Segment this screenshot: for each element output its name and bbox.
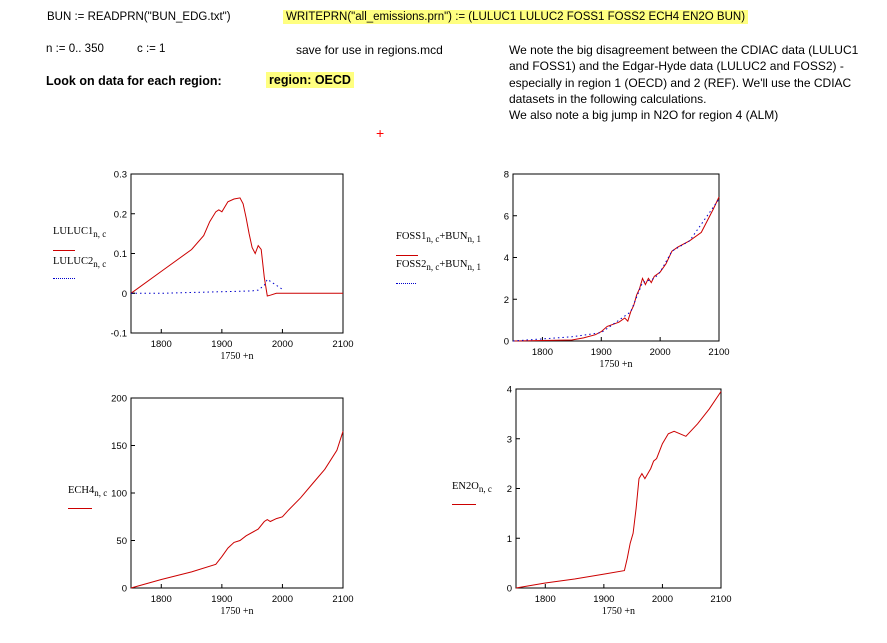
x-tick-label: 2000 [272,339,293,350]
legend-swatch-ech4 [68,508,92,509]
y-tick-label: 6 [504,211,509,222]
legend-series-index: n, c [426,262,440,273]
legend-series-index: n, c [93,229,107,240]
legend-swatch-luluc1 [53,250,75,251]
legend-swatch-foss1 [396,255,418,256]
plot-frame [515,388,722,589]
x-tick-label: 1900 [593,594,614,605]
analysis-note: We note the big disagreement between the… [509,42,885,123]
legend-series-name: LULUC2 [53,256,94,267]
x-tick-label: 2000 [650,347,671,358]
y-tick-label: 2 [507,484,512,495]
note-line: especially in region 1 (OECD) and 2 (REF… [509,75,852,90]
y-tick-label: 0.2 [114,209,127,220]
region-label[interactable]: region: OECD [266,72,354,88]
legend-series-index: n, c [93,259,107,270]
y-tick-label: 3 [507,434,512,445]
legend-series-index: n, c [478,484,492,495]
series-line-foss1 [512,196,720,342]
x-tick-label: 1800 [535,594,556,605]
y-tick-label: 200 [111,394,127,405]
x-axis-label: 1750 +n [599,359,632,370]
save-note: save for use in regions.mcd [296,43,443,57]
legend-series-index: n, c [426,234,440,245]
x-tick-label: 2100 [710,594,731,605]
legend-en2o: EN2On, c [452,481,492,494]
legend-series-index: n, 1 [467,234,481,245]
legend-swatch-foss2 [396,283,416,284]
y-tick-label: 0 [504,337,509,348]
read-statement[interactable]: BUN := READPRN("BUN_EDG.txt") [47,11,231,23]
legend-swatch-luluc2 [53,278,75,279]
series-line-ech4 [130,431,344,589]
x-tick-label: 2000 [272,594,293,605]
y-tick-label: 150 [111,441,127,452]
y-tick-label: 100 [111,489,127,500]
series-line-luluc1 [130,197,343,297]
y-tick-label: 0.3 [114,170,127,181]
y-tick-label: -0.1 [111,329,127,340]
x-tick-label: 1800 [151,594,172,605]
legend-luluc2: LULUC2n, c [53,256,106,269]
y-tick-label: 0.1 [114,249,127,260]
x-tick-label: 2000 [652,594,673,605]
series-line-luluc2 [131,278,283,294]
y-tick-label: 4 [507,385,512,396]
legend-series-name: FOSS1 [396,231,427,242]
x-axis-label: 1750 +n [220,606,253,617]
x-axis-label: 1750 +n [602,606,635,617]
x-tick-label: 2100 [332,339,353,350]
x-tick-label: 2100 [332,594,353,605]
legend-series-name: EN2O [452,481,479,492]
note-line: We note the big disagreement between the… [509,43,859,57]
legend-series-name: +BUN [439,259,468,270]
x-axis-label: 1750 +n [220,351,253,362]
write-statement[interactable]: WRITEPRN("all_emissions.prn") := (LULUC1… [283,10,749,24]
legend-series-index: n, 1 [467,262,481,273]
legend-luluc1: LULUC1n, c [53,226,106,239]
y-tick-label: 0 [122,584,127,595]
range-n-statement[interactable]: n := 0.. 350 [46,43,104,55]
y-tick-label: 8 [504,170,509,181]
x-tick-label: 1900 [211,339,232,350]
x-tick-label: 1900 [211,594,232,605]
legend-series-name: ECH4 [68,485,95,496]
legend-swatch-en2o [452,504,476,505]
x-tick-label: 2100 [708,347,729,358]
y-tick-label: 1 [507,534,512,545]
note-line: We also note a big jump in N2O for regio… [509,108,779,123]
legend-ech4: ECH4n, c [68,485,107,498]
legend-series-name: +BUN [439,231,468,242]
series-line-foss2 [512,198,720,342]
note-line: and FOSS1) and the Edgar-Hyde data (LULU… [509,59,844,74]
legend-foss2: FOSS2n, c+BUNn, 1 [396,259,481,272]
legend-foss1: FOSS1n, c+BUNn, 1 [396,231,481,244]
legend-series-name: FOSS2 [396,259,427,270]
range-c-statement[interactable]: c := 1 [137,43,166,55]
series-line-en2o [515,391,722,589]
plot-frame [130,397,344,589]
y-tick-label: 0 [122,289,127,300]
x-tick-label: 1800 [151,339,172,350]
note-line: datasets in the following calculations. [509,91,707,106]
legend-series-name: LULUC1 [53,226,94,237]
insertion-cursor-icon: + [376,125,385,141]
y-tick-label: 0 [507,584,512,595]
look-label: Look on data for each region: [46,74,222,88]
y-tick-label: 2 [504,295,509,306]
x-tick-label: 1800 [532,347,553,358]
x-tick-label: 1900 [591,347,612,358]
plot-frame [130,173,344,334]
y-tick-label: 50 [116,536,127,547]
plot-frame [512,173,720,342]
legend-series-index: n, c [94,488,108,499]
y-tick-label: 4 [504,253,509,264]
